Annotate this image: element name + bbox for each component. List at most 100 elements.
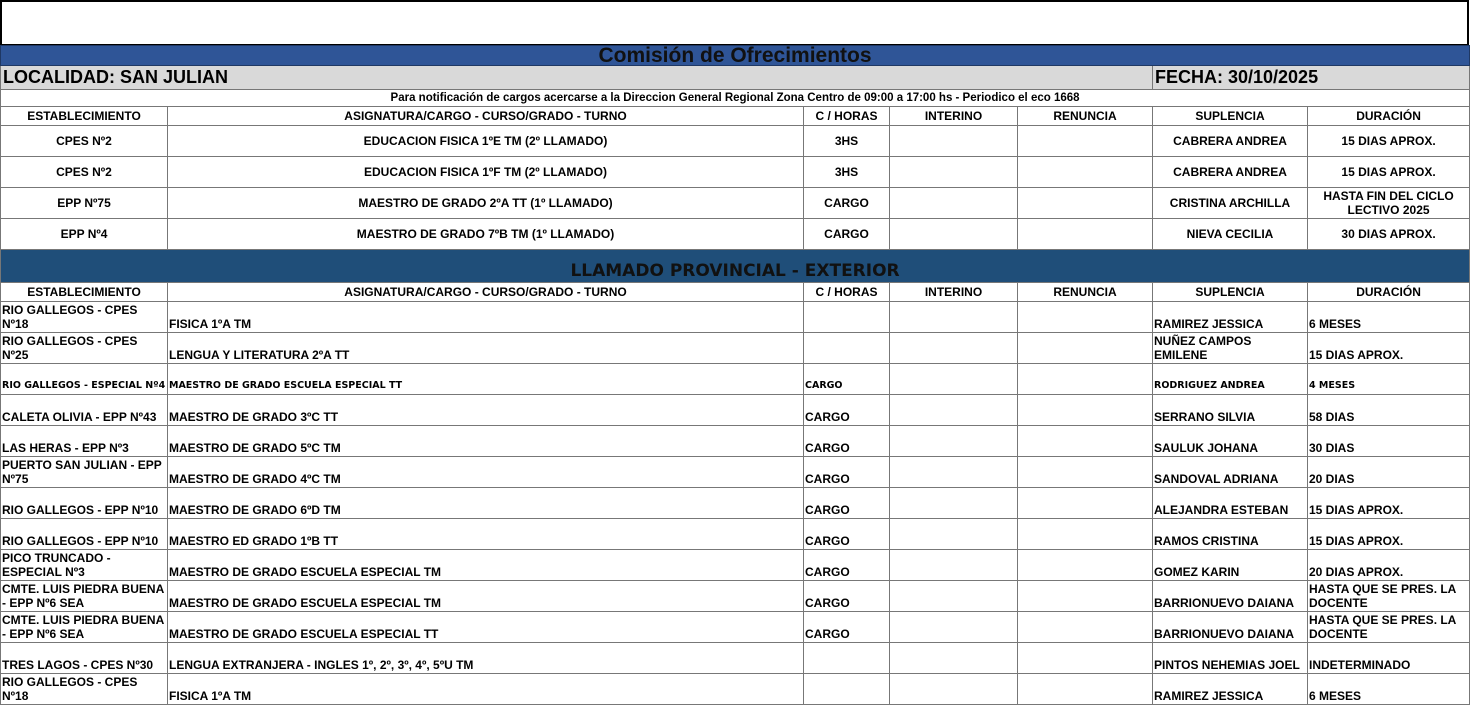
table-cell bbox=[889, 456, 1018, 488]
table-row: CMTE. LUIS PIEDRA BUENA - EPP Nº6 SEA MAE… bbox=[0, 611, 1471, 643]
table-cell: MAESTRO DE GRADO ESCUELA ESPECIAL TT bbox=[167, 363, 804, 395]
table-row: CMTE. LUIS PIEDRA BUENA - EPP Nº6 SEA MAE… bbox=[0, 580, 1471, 612]
table-cell: MAESTRO DE GRADO ESCUELA ESPECIAL TM bbox=[167, 549, 804, 581]
table-cell bbox=[1017, 301, 1153, 333]
table-cell: CARGO bbox=[803, 487, 890, 519]
column-header: C / HORAS bbox=[803, 106, 890, 126]
table-cell: CALETA OLIVIA - EPP Nº43 bbox=[0, 394, 168, 426]
table-cell: CRISTINA ARCHILLA bbox=[1152, 187, 1308, 219]
table-cell: CABRERA ANDREA bbox=[1152, 156, 1308, 188]
table-cell: CARGO bbox=[803, 456, 890, 488]
table-cell bbox=[889, 549, 1018, 581]
table-cell: CPES Nº2 bbox=[0, 125, 168, 157]
table-cell: 58 DIAS bbox=[1306, 394, 1471, 426]
table-cell bbox=[889, 580, 1018, 612]
table-cell: INDETERMINADO bbox=[1306, 642, 1471, 674]
table-cell bbox=[1017, 394, 1153, 426]
table-cell bbox=[1017, 518, 1153, 550]
table-cell bbox=[803, 642, 890, 674]
table-cell: RAMOS CRISTINA bbox=[1152, 518, 1308, 550]
localidad-label: LOCALIDAD: SAN JULIAN bbox=[0, 65, 1153, 90]
table-cell bbox=[889, 125, 1018, 157]
table-cell: EPP Nº4 bbox=[0, 218, 168, 250]
table-cell: HASTA QUE SE PRES. LA DOCENTE bbox=[1306, 580, 1471, 612]
table-cell: BARRIONUEVO DAIANA bbox=[1152, 611, 1308, 643]
table-cell: CARGO bbox=[803, 611, 890, 643]
table-cell bbox=[803, 673, 890, 705]
table-cell: 15 DIAS APROX. bbox=[1306, 156, 1471, 188]
table-cell bbox=[889, 487, 1018, 519]
table-cell: MAESTRO ED GRADO 1ºB TT bbox=[167, 518, 804, 550]
table-cell: SANDOVAL ADRIANA bbox=[1152, 456, 1308, 488]
section-title: LLAMADO PROVINCIAL - EXTERIOR bbox=[0, 249, 1471, 283]
table-cell bbox=[803, 301, 890, 333]
table-cell: PUERTO SAN JULIAN - EPP Nº75 bbox=[0, 456, 168, 488]
table-cell bbox=[889, 332, 1018, 364]
table-row: RIO GALLEGOS - EPP Nº10 MAESTRO ED GRADO … bbox=[0, 518, 1471, 550]
table-cell: 30 DIAS APROX. bbox=[1306, 218, 1471, 250]
table-cell: CARGO bbox=[803, 518, 890, 550]
table-cell: TRES LAGOS - CPES Nº30 bbox=[0, 642, 168, 674]
table-cell bbox=[889, 156, 1018, 188]
table-cell: 15 DIAS APROX. bbox=[1306, 125, 1471, 157]
table-cell: CARGO bbox=[803, 425, 890, 457]
table-cell bbox=[889, 218, 1018, 250]
table-cell: GOMEZ KARIN bbox=[1152, 549, 1308, 581]
table-cell: MAESTRO DE GRADO 5ºC TM bbox=[167, 425, 804, 457]
table-cell bbox=[889, 394, 1018, 426]
column-header: RENUNCIA bbox=[1017, 282, 1153, 302]
table-cell: 3HS bbox=[803, 125, 890, 157]
table-cell bbox=[1017, 425, 1153, 457]
table-cell: FISICA 1ºA TM bbox=[167, 301, 804, 333]
table-cell bbox=[1017, 673, 1153, 705]
table-cell: RAMIREZ JESSICA bbox=[1152, 673, 1308, 705]
table-cell: PINTOS NEHEMIAS JOEL bbox=[1152, 642, 1308, 674]
table-cell bbox=[889, 642, 1018, 674]
table-cell: CABRERA ANDREA bbox=[1152, 125, 1308, 157]
table-row: EPP Nº75 MAESTRO DE GRADO 2ºA TT (1º LLAM… bbox=[0, 187, 1471, 219]
table-cell: MAESTRO DE GRADO 4ºC TM bbox=[167, 456, 804, 488]
column-header: ESTABLECIMIENTO bbox=[0, 106, 168, 126]
table-cell: NIEVA CECILIA bbox=[1152, 218, 1308, 250]
table-cell: CARGO bbox=[803, 218, 890, 250]
table-cell: MAESTRO DE GRADO 2ºA TT (1º LLAMADO) bbox=[167, 187, 804, 219]
table-cell bbox=[1017, 125, 1153, 157]
table-cell bbox=[1017, 332, 1153, 364]
table-cell bbox=[889, 611, 1018, 643]
table-cell: CARGO bbox=[803, 549, 890, 581]
table-cell bbox=[1017, 363, 1153, 395]
table-cell bbox=[889, 518, 1018, 550]
table-row: LAS HERAS - EPP Nº3 MAESTRO DE GRADO 5ºC … bbox=[0, 425, 1471, 457]
table-row: RIO GALLEGOS - CPES Nº18 FISICA 1ºA TM RAM… bbox=[0, 673, 1471, 705]
table-cell: EPP Nº75 bbox=[0, 187, 168, 219]
table-row: TRES LAGOS - CPES Nº30 LENGUA EXTRANJERA … bbox=[0, 642, 1471, 674]
table-cell: HASTA QUE SE PRES. LA DOCENTE bbox=[1306, 611, 1471, 643]
column-header: SUPLENCIA bbox=[1152, 106, 1308, 126]
table-row: CPES Nº2 EDUCACION FISICA 1ºF TM (2º LLAM… bbox=[0, 156, 1471, 188]
column-header: INTERINO bbox=[889, 282, 1018, 302]
table-cell: EDUCACION FISICA 1ºE TM (2º LLAMADO) bbox=[167, 125, 804, 157]
table-cell: CARGO bbox=[803, 394, 890, 426]
table-cell: RIO GALLEGOS - ESPECIAL Nº4 bbox=[0, 363, 168, 395]
table-cell: 4 MESES bbox=[1306, 363, 1471, 395]
table-cell bbox=[1017, 156, 1153, 188]
table-row: PICO TRUNCADO - ESPECIAL Nº3 MAESTRO DE G… bbox=[0, 549, 1471, 581]
header-blank-area bbox=[0, 0, 1469, 46]
table-cell: SAULUK JOHANA bbox=[1152, 425, 1308, 457]
column-header: ASIGNATURA/CARGO - CURSO/GRADO - TURNO bbox=[167, 282, 804, 302]
table-cell: FISICA 1ºA TM bbox=[167, 673, 804, 705]
table-cell bbox=[889, 425, 1018, 457]
table-cell: CARGO bbox=[803, 580, 890, 612]
table-cell: PICO TRUNCADO - ESPECIAL Nº3 bbox=[0, 549, 168, 581]
column-header: ESTABLECIMIENTO bbox=[0, 282, 168, 302]
table-cell: 20 DIAS APROX. bbox=[1306, 549, 1471, 581]
table-cell bbox=[803, 332, 890, 364]
table-cell: RIO GALLEGOS - CPES Nº18 bbox=[0, 301, 168, 333]
table-cell: SERRANO SILVIA bbox=[1152, 394, 1308, 426]
column-header: SUPLENCIA bbox=[1152, 282, 1308, 302]
table-cell: 3HS bbox=[803, 156, 890, 188]
table-cell: CARGO bbox=[803, 187, 890, 219]
table-cell: RODRIGUEZ ANDREA bbox=[1152, 363, 1308, 395]
table-cell: MAESTRO DE GRADO 6ºD TM bbox=[167, 487, 804, 519]
table-cell: LAS HERAS - EPP Nº3 bbox=[0, 425, 168, 457]
